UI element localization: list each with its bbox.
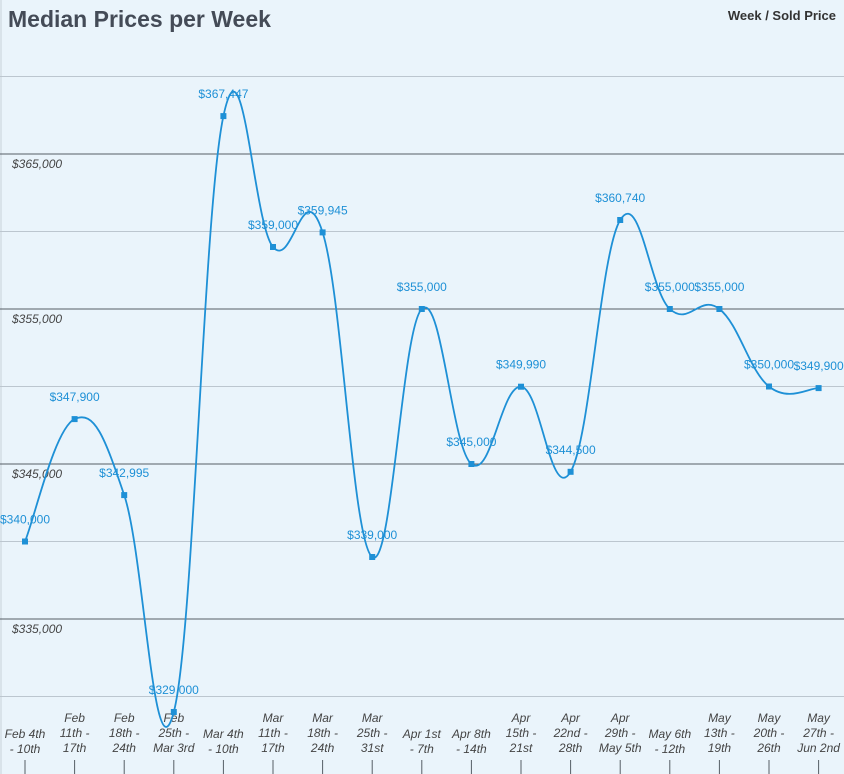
- x-tick-label: 22nd -: [553, 726, 588, 740]
- x-tick-label: Apr: [610, 711, 631, 725]
- x-tick-label: 18th -: [109, 726, 140, 740]
- x-tick-label: 26th: [756, 741, 781, 755]
- x-tick-label: 17th: [63, 741, 87, 755]
- data-point: [319, 229, 326, 236]
- x-tick-label: 17th: [261, 741, 285, 755]
- data-label: $329,000: [149, 683, 199, 697]
- x-tick-label: Feb 4th: [5, 727, 46, 741]
- x-tick-label: Apr 8th: [451, 727, 491, 741]
- data-point: [418, 306, 425, 312]
- x-tick-label: Jun 2nd: [796, 741, 840, 755]
- x-tick-label: May 6th: [648, 727, 691, 741]
- x-tick-label: 25th -: [356, 726, 388, 740]
- data-label: $344,500: [546, 443, 596, 457]
- x-tick-label: 24th: [310, 741, 335, 755]
- data-label: $339,000: [347, 528, 397, 542]
- x-tick-label: 31st: [361, 741, 384, 755]
- x-tick-label: Apr: [511, 711, 532, 725]
- x-tick-label: - 7th: [410, 742, 434, 756]
- data-label: $350,000: [744, 358, 794, 372]
- x-tick-label: Mar: [312, 711, 334, 725]
- data-point: [468, 461, 475, 467]
- x-tick-label: 24th: [112, 741, 137, 755]
- chart-title: Median Prices per Week: [8, 6, 271, 32]
- x-tick-label: Feb: [114, 711, 135, 725]
- x-tick-label: 13th -: [704, 726, 735, 740]
- data-point: [369, 554, 376, 560]
- x-tick-label: Feb: [163, 711, 184, 725]
- x-tick-label: May: [807, 711, 831, 725]
- y-tick-label: $345,000: [11, 467, 62, 481]
- x-tick-label: 28th: [558, 741, 583, 755]
- x-tick-label: May 5th: [599, 741, 642, 755]
- data-point: [270, 244, 276, 250]
- x-tick-label: 11th -: [60, 726, 90, 740]
- data-label: $359,945: [298, 203, 348, 217]
- data-point: [22, 538, 28, 545]
- data-label: $367,447: [198, 87, 248, 101]
- data-point: [716, 306, 723, 312]
- data-label: $355,000: [645, 280, 695, 294]
- y-tick-label: $335,000: [11, 622, 62, 636]
- data-point: [567, 468, 574, 475]
- data-point: [815, 385, 822, 392]
- x-tick-label: May: [758, 711, 782, 725]
- y-tick-label: $355,000: [11, 312, 62, 326]
- data-label: $360,740: [595, 191, 645, 205]
- chart-legend: Week / Sold Price: [727, 8, 836, 23]
- x-tick-label: 11th -: [258, 726, 288, 740]
- series-line: [24, 91, 819, 728]
- x-tick-label: 18th -: [307, 726, 338, 740]
- x-tick-label: - 14th: [456, 742, 487, 756]
- x-tick-label: Mar 4th: [203, 727, 244, 741]
- data-label: $349,990: [496, 358, 546, 372]
- x-tick-label: Mar 3rd: [153, 741, 195, 755]
- x-tick-label: 19th: [708, 741, 732, 755]
- data-label: $345,000: [446, 435, 496, 449]
- x-tick-label: - 12th: [654, 742, 685, 756]
- x-tick-label: 27th -: [802, 726, 834, 740]
- data-point: [518, 383, 524, 390]
- data-label: $355,000: [694, 280, 744, 294]
- x-tick-label: 25th -: [157, 726, 189, 740]
- x-tick-label: - 10th: [10, 742, 41, 756]
- x-tick-label: Mar: [263, 711, 285, 725]
- x-tick-label: Mar: [362, 711, 384, 725]
- x-tick-label: Apr 1st: [402, 727, 442, 741]
- data-point: [766, 383, 772, 390]
- x-tick-label: - 10th: [208, 742, 239, 756]
- data-point: [617, 217, 624, 223]
- data-point: [71, 416, 78, 423]
- data-point: [121, 492, 128, 499]
- x-tick-label: 20th -: [753, 726, 785, 740]
- data-label: $349,900: [794, 359, 844, 373]
- data-label: $355,000: [397, 280, 447, 294]
- x-tick-label: Apr: [560, 711, 581, 725]
- x-tick-label: May: [708, 711, 732, 725]
- y-tick-label: $365,000: [11, 157, 62, 171]
- data-point: [170, 709, 177, 715]
- x-tick-label: 29th -: [604, 726, 636, 740]
- x-tick-label: 21st: [509, 741, 533, 755]
- x-tick-label: Feb: [64, 711, 85, 725]
- x-tick-label: 15th -: [506, 726, 537, 740]
- data-point: [666, 306, 673, 312]
- data-label: $340,000: [0, 513, 50, 527]
- data-point: [220, 113, 227, 120]
- data-label: $347,900: [50, 390, 100, 404]
- data-label: $359,000: [248, 218, 298, 232]
- data-label: $342,995: [99, 466, 149, 480]
